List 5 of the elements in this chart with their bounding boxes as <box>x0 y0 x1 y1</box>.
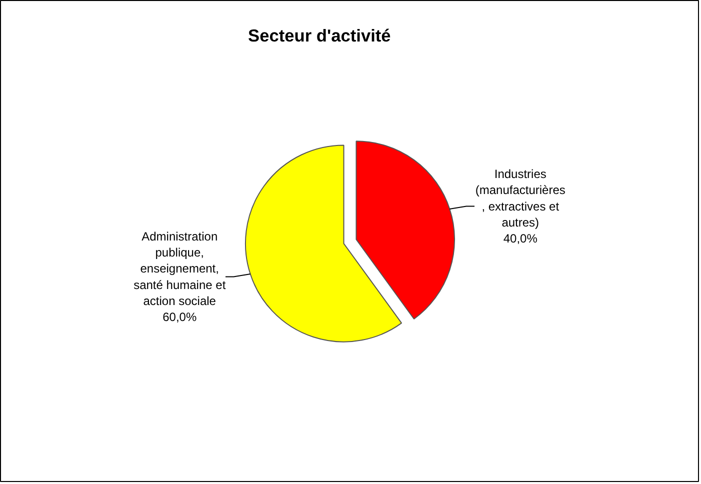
data-label: 40,0% <box>503 231 538 246</box>
chart-title: Secteur d'activité <box>248 26 392 46</box>
slice-label: Administration publique, enseignement, santé humaine et action sociale <box>134 229 226 308</box>
slice-label: Industries (manufacturières , extractives et autres) <box>475 167 566 230</box>
data-label: 60,0% <box>162 310 197 324</box>
